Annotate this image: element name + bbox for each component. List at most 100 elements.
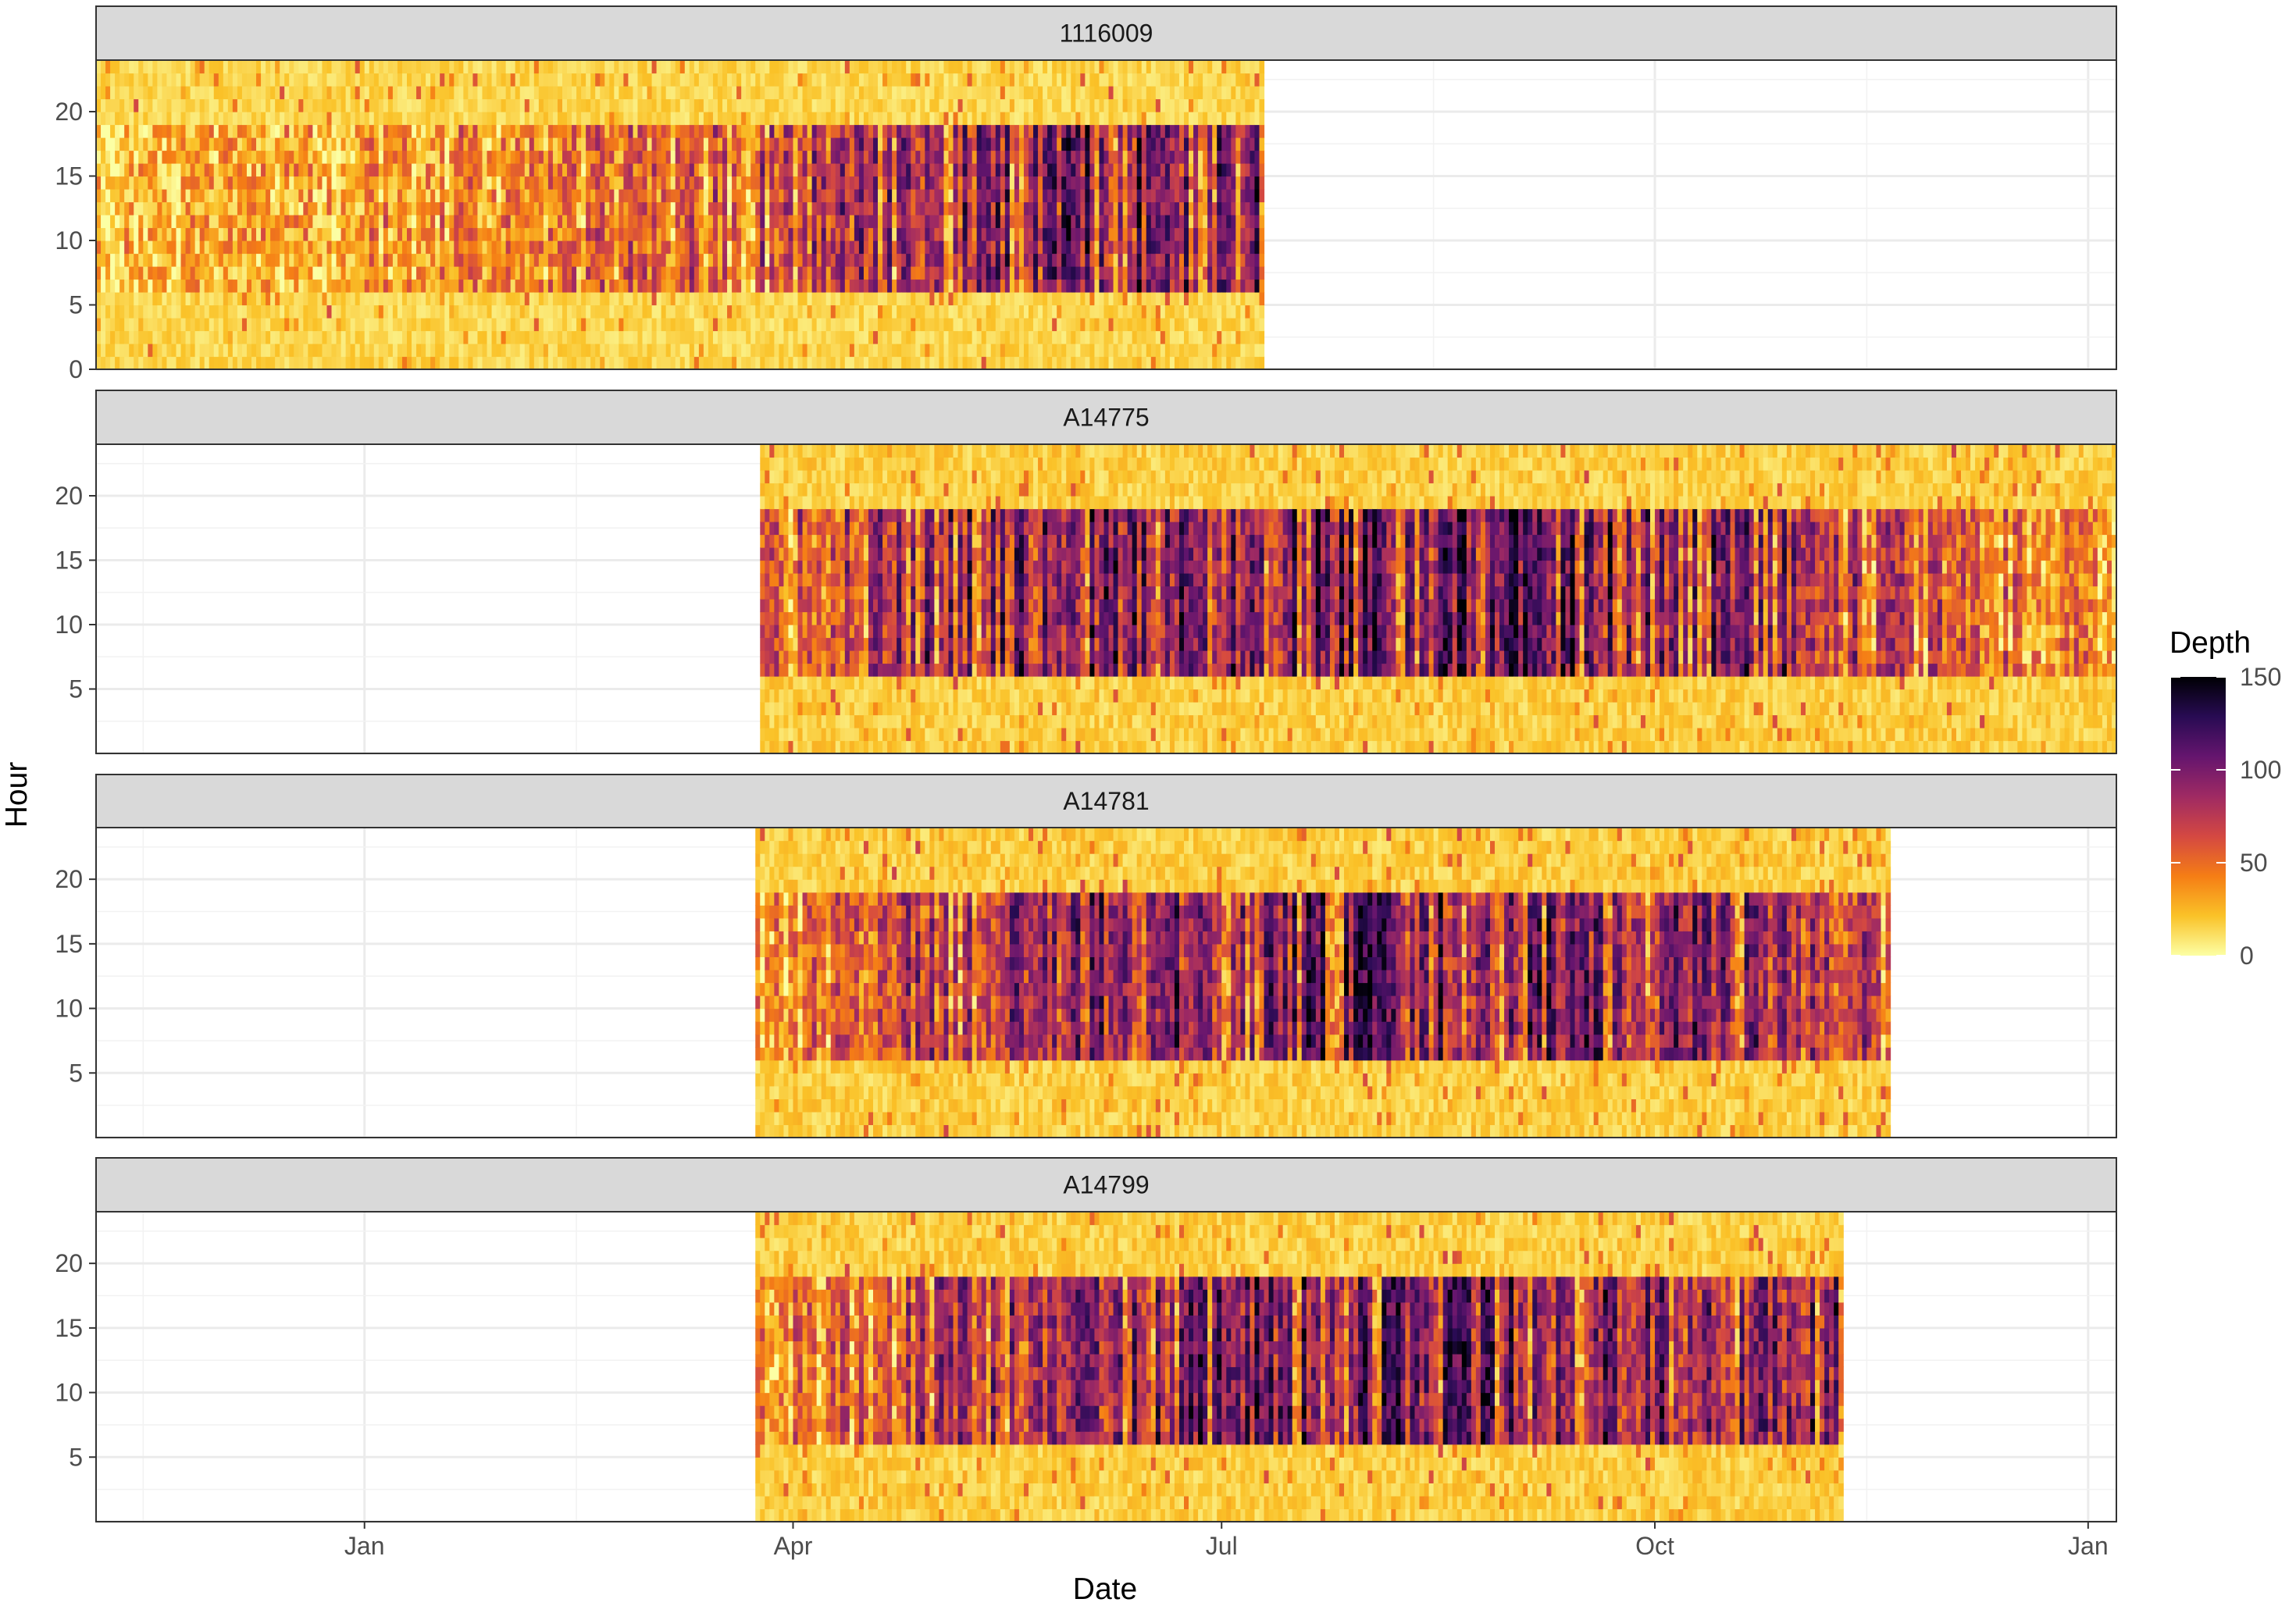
heatmap-cell bbox=[685, 189, 690, 202]
heatmap-cell bbox=[101, 266, 106, 280]
heatmap-cell bbox=[831, 357, 836, 370]
heatmap-cell bbox=[822, 163, 827, 176]
heatmap-cell bbox=[256, 137, 262, 151]
heatmap-cell bbox=[463, 99, 469, 112]
heatmap-cell bbox=[929, 163, 935, 176]
heatmap-cell bbox=[1071, 112, 1076, 125]
heatmap-cell bbox=[270, 240, 276, 254]
heatmap-cell bbox=[920, 292, 925, 305]
heatmap-cell bbox=[501, 331, 507, 344]
heatmap-cell bbox=[520, 215, 526, 228]
heatmap-cell bbox=[355, 151, 361, 164]
heatmap-cell bbox=[332, 73, 337, 87]
heatmap-cell bbox=[793, 202, 798, 215]
heatmap-cell bbox=[769, 266, 775, 280]
heatmap-cell bbox=[101, 189, 106, 202]
heatmap-cell bbox=[661, 112, 667, 125]
heatmap-cell bbox=[157, 318, 162, 331]
heatmap-cell bbox=[360, 86, 365, 99]
heatmap-cell bbox=[412, 86, 417, 99]
heatmap-cell bbox=[661, 125, 667, 138]
heatmap-cell bbox=[520, 305, 526, 319]
heatmap-cell bbox=[482, 215, 487, 228]
heatmap-cell bbox=[808, 99, 813, 112]
heatmap-cell bbox=[501, 318, 507, 331]
heatmap-cell bbox=[713, 176, 718, 190]
heatmap-cell bbox=[351, 305, 356, 319]
heatmap-cell bbox=[836, 60, 841, 73]
heatmap-cell bbox=[152, 151, 158, 164]
heatmap-cell bbox=[209, 228, 215, 241]
heatmap-cell bbox=[666, 137, 672, 151]
heatmap-cell bbox=[398, 215, 403, 228]
heatmap-cell bbox=[171, 215, 176, 228]
heatmap-cell bbox=[289, 163, 294, 176]
heatmap-cell bbox=[256, 112, 262, 125]
heatmap-cell bbox=[200, 215, 205, 228]
heatmap-cell bbox=[873, 202, 879, 215]
heatmap-cell bbox=[732, 151, 737, 164]
heatmap-cell bbox=[166, 60, 172, 73]
heatmap-cell bbox=[497, 60, 502, 73]
heatmap-cell bbox=[864, 99, 869, 112]
heatmap-cell bbox=[1005, 280, 1011, 293]
heatmap-cell bbox=[581, 176, 586, 190]
heatmap-cell bbox=[1061, 189, 1067, 202]
heatmap-cell bbox=[435, 151, 440, 164]
heatmap-cell bbox=[614, 228, 619, 241]
heatmap-cell bbox=[595, 280, 601, 293]
heatmap-cell bbox=[1047, 176, 1053, 190]
heatmap-cell bbox=[416, 60, 422, 73]
heatmap-cell bbox=[105, 86, 111, 99]
heatmap-cell bbox=[977, 331, 982, 344]
heatmap-cell bbox=[214, 215, 219, 228]
heatmap-cell bbox=[388, 240, 394, 254]
heatmap-cell bbox=[901, 344, 907, 357]
heatmap-cell bbox=[412, 357, 417, 370]
heatmap-cell bbox=[581, 305, 586, 319]
heatmap-cell bbox=[972, 176, 978, 190]
heatmap-cell bbox=[736, 176, 742, 190]
heatmap-cell bbox=[1019, 266, 1025, 280]
heatmap-cell bbox=[826, 292, 832, 305]
heatmap-cell bbox=[1019, 318, 1025, 331]
heatmap-cell bbox=[911, 60, 916, 73]
heatmap-cell bbox=[699, 189, 704, 202]
heatmap-cell bbox=[798, 254, 804, 267]
heatmap-cell bbox=[266, 73, 271, 87]
heatmap-cell bbox=[553, 280, 558, 293]
heatmap-cell bbox=[205, 357, 210, 370]
heatmap-cell bbox=[1057, 163, 1062, 176]
heatmap-cell bbox=[365, 305, 370, 319]
heatmap-cell bbox=[454, 73, 459, 87]
heatmap-cell bbox=[553, 86, 558, 99]
heatmap-cell bbox=[326, 202, 332, 215]
heatmap-cell bbox=[383, 357, 389, 370]
heatmap-cell bbox=[383, 240, 389, 254]
heatmap-cell bbox=[458, 137, 464, 151]
heatmap-cell bbox=[110, 151, 116, 164]
heatmap-cell bbox=[746, 151, 751, 164]
heatmap-cell bbox=[685, 280, 690, 293]
heatmap-cell bbox=[972, 86, 978, 99]
heatmap-cell bbox=[939, 151, 944, 164]
heatmap-cell bbox=[765, 305, 770, 319]
heatmap-cell bbox=[1000, 254, 1006, 267]
heatmap-cell bbox=[713, 163, 718, 176]
heatmap-cell bbox=[600, 73, 605, 87]
heatmap-cell bbox=[454, 357, 459, 370]
heatmap-cell bbox=[1047, 344, 1053, 357]
heatmap-cell bbox=[303, 163, 308, 176]
heatmap-cell bbox=[798, 357, 804, 370]
heatmap-cell bbox=[699, 228, 704, 241]
heatmap-cell bbox=[736, 266, 742, 280]
heatmap-cell bbox=[1033, 344, 1039, 357]
heatmap-cell bbox=[1043, 318, 1048, 331]
heatmap-cell bbox=[982, 86, 987, 99]
heatmap-cell bbox=[148, 99, 153, 112]
heatmap-cell bbox=[623, 292, 629, 305]
heatmap-cell bbox=[882, 266, 888, 280]
heatmap-cell bbox=[511, 292, 516, 305]
heatmap-cell bbox=[873, 254, 879, 267]
heatmap-cell bbox=[458, 318, 464, 331]
